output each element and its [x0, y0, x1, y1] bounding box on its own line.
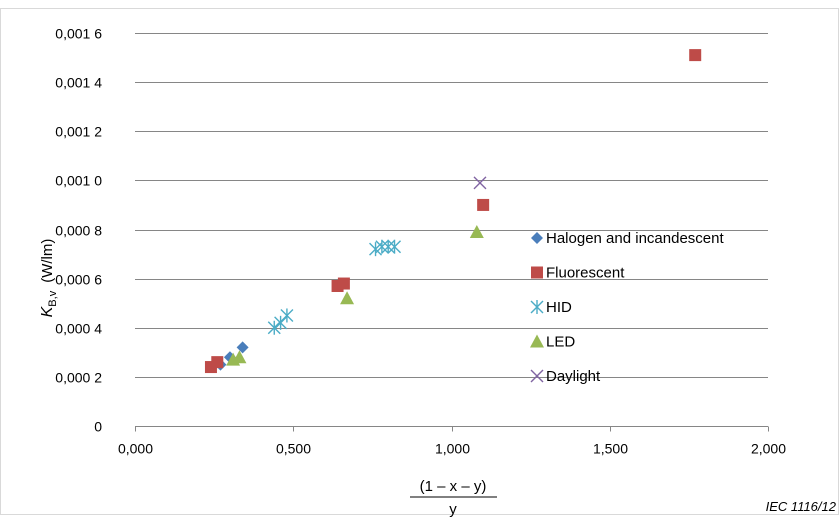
daylight-point — [473, 176, 487, 190]
y-tick-label: 0,001 4 — [55, 75, 102, 91]
fluorescent-point — [689, 49, 702, 62]
y-tick-label: 0,001 0 — [55, 173, 102, 189]
x-axis-title: (1 – x – y) y — [410, 478, 497, 518]
legend: Halogen and incandescent Fluorescent HID LE… — [530, 230, 724, 385]
x-axis-title-denominator: y — [449, 501, 457, 518]
y-tick-label: 0,001 2 — [55, 124, 102, 140]
legend-label-hid: HID — [546, 299, 572, 316]
halogen-and-incandescent-point — [236, 341, 249, 354]
y-axis-title-subscript: B,v — [47, 290, 59, 306]
y-tick-label: 0,000 4 — [55, 321, 102, 337]
fluorescent-point — [211, 356, 224, 369]
legend-label-daylight: Daylight — [546, 368, 601, 385]
figure-credit: IEC 1116/12 — [766, 499, 837, 514]
y-tick-label: 0,001 6 — [55, 26, 102, 42]
svg-text:KB,v(W/lm): KB,v (W/lm) — [39, 239, 59, 318]
led-point — [232, 350, 247, 364]
legend-marker-fluorescent — [531, 266, 543, 279]
legend-marker-led — [530, 334, 544, 348]
legend-marker-daylight — [530, 369, 544, 383]
y-tick-labels: 0 0,000 2 0,000 4 0,000 6 0,000 8 0,001 0 0,00… — [55, 26, 102, 435]
fluorescent-point — [477, 198, 490, 211]
x-tick-label: 0,000 — [118, 441, 153, 457]
gridlines — [135, 33, 768, 378]
axes — [135, 426, 769, 432]
x-tick-label: 2,000 — [751, 441, 786, 457]
y-tick-label: 0,000 6 — [55, 272, 102, 288]
hid-point — [381, 239, 395, 254]
legend-marker-halogen-and-incandescent — [531, 232, 543, 244]
y-axis-title-unit: (W/lm) — [39, 239, 56, 283]
x-axis-title-numerator: (1 – x – y) — [420, 478, 487, 495]
chart-frame — [0, 8, 839, 515]
hid-point — [274, 315, 288, 330]
led-point — [469, 224, 484, 238]
data-points — [204, 49, 702, 374]
legend-label-halogen-and-incandescent: Halogen and incandescent — [546, 230, 724, 247]
y-tick-label: 0,000 2 — [55, 370, 102, 386]
hid-point — [280, 308, 294, 323]
hid-point — [375, 239, 389, 254]
y-axis-title: KB,v (W/lm) — [39, 239, 59, 318]
hid-point — [388, 239, 402, 254]
legend-label-led: LED — [546, 334, 575, 351]
x-tick-label: 0,500 — [276, 441, 311, 457]
legend-marker-hid — [530, 300, 544, 314]
y-axis-title-main: K — [39, 305, 56, 317]
x-tick-labels: 0,000 0,500 1,000 1,500 2,000 — [118, 441, 786, 457]
y-tick-label: 0 — [94, 419, 102, 435]
x-tick-label: 1,000 — [435, 441, 470, 457]
hid-point — [267, 320, 281, 335]
y-tick-label: 0,000 8 — [55, 223, 102, 239]
x-tick-label: 1,500 — [593, 441, 628, 457]
led-point — [340, 291, 355, 305]
fluorescent-point — [337, 277, 350, 290]
legend-label-fluorescent: Fluorescent — [546, 265, 625, 282]
